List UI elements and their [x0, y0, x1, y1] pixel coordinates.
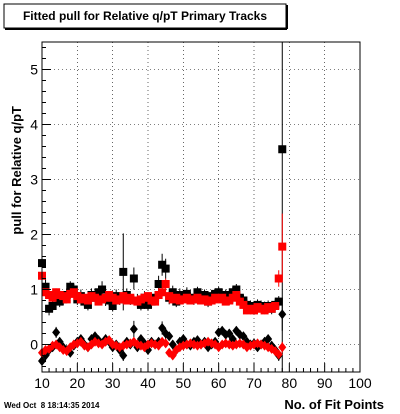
x-tick-label: 30 [105, 375, 121, 391]
data-point-square [129, 274, 138, 283]
data-point-diamond [161, 338, 170, 349]
data-point-diamond [119, 350, 128, 361]
data-point-diamond [52, 327, 61, 338]
y-tick-label: 3 [30, 172, 38, 188]
data-point-square [271, 302, 280, 310]
x-tick-label: 90 [317, 375, 333, 391]
data-point-square [144, 292, 152, 301]
data-point-diamond [165, 331, 174, 342]
data-point-square [278, 145, 287, 154]
data-point-square [108, 302, 117, 310]
timestamp: Wed Oct 8 18:14:35 2014 [4, 401, 100, 410]
data-point-square [274, 297, 283, 306]
data-point-square [62, 295, 71, 304]
data-point-square [200, 291, 209, 299]
x-tick-label: 10 [34, 375, 50, 391]
data-point-square [98, 285, 107, 294]
data-point-square [232, 291, 241, 299]
y-axis-title: pull for Relative q/pT [9, 106, 24, 235]
title-box: Fitted pull for Relative q/pT Primary Tr… [3, 3, 288, 30]
y-tick-label: 1 [30, 282, 38, 298]
data-point-square [48, 293, 57, 302]
data-point-diamond [129, 324, 138, 335]
data-point-diamond [278, 342, 287, 353]
data-point-square [48, 302, 57, 310]
data-point-square [239, 300, 248, 309]
data-point-square [161, 264, 170, 273]
y-tick-label: 5 [30, 62, 38, 78]
data-point-square [274, 274, 283, 283]
chart-title: Fitted pull for Relative q/pT Primary Tr… [23, 9, 267, 23]
data-point-square [119, 267, 128, 276]
data-point-square [161, 280, 170, 288]
data-point-square [83, 296, 92, 305]
x-tick-label: 60 [211, 375, 227, 391]
data-point-square [278, 242, 287, 251]
x-tick-label: 100 [348, 375, 372, 391]
data-point-square [158, 288, 167, 297]
data-point-diamond [274, 349, 283, 360]
data-point-square [41, 282, 50, 291]
data-point-square [119, 292, 128, 301]
y-tick-label: 2 [30, 227, 38, 243]
data-point-square [83, 300, 92, 309]
x-axis-title: No. of Fit Points [284, 397, 384, 412]
data-point-square [232, 285, 241, 294]
tick-layer: 10 20 30 40 50 60 70 80 90 100 0 1 2 3 4 5 [30, 47, 372, 391]
plot-frame [41, 41, 361, 373]
y-tick-label: 4 [30, 117, 38, 133]
x-tick-label: 70 [246, 375, 262, 391]
data-point-square [154, 280, 163, 288]
marker-layer [38, 145, 287, 366]
data-point-diamond [264, 334, 273, 344]
x-tick-label: 80 [282, 375, 298, 391]
data-point-diamond [278, 309, 287, 320]
x-tick-label: 20 [70, 375, 86, 391]
x-tick-label: 40 [140, 375, 156, 391]
x-tick-label: 50 [176, 375, 192, 391]
data-point-square [151, 297, 160, 306]
y-tick-label: 0 [30, 337, 38, 353]
